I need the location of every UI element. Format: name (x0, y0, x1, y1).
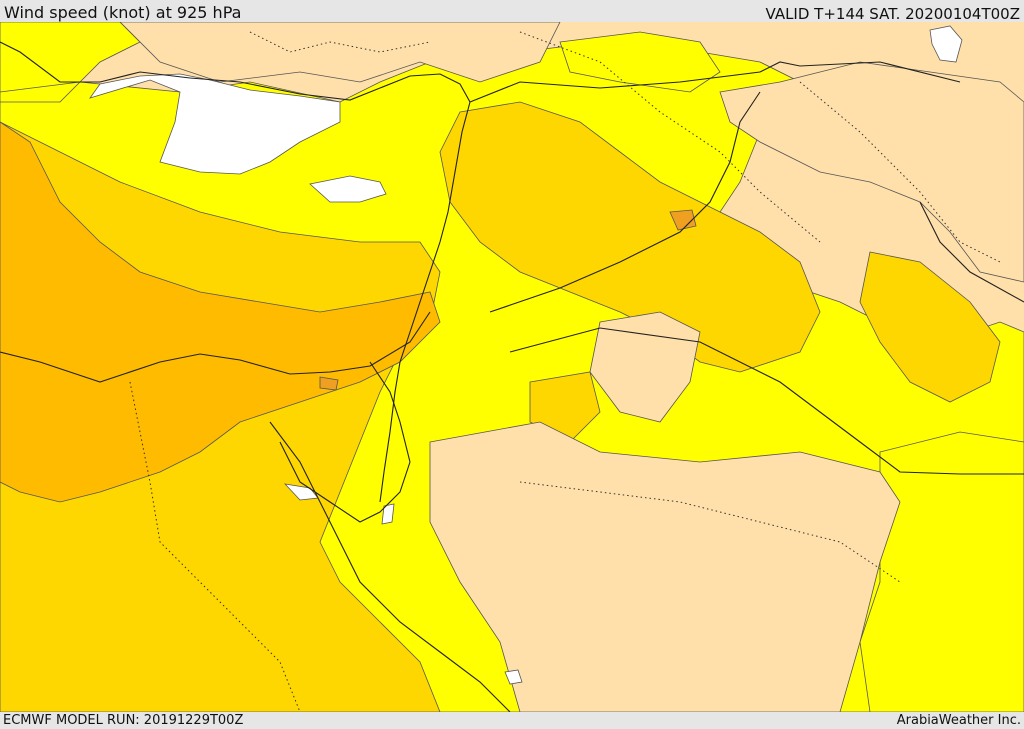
fresh-wind-levant (439, 101, 821, 373)
valid-time: VALID T+144 SAT. 20200104T00Z (765, 5, 1020, 23)
calm-wind-turkey (88, 73, 341, 175)
border-jordan (489, 91, 761, 313)
gale-wind-patch (319, 376, 339, 391)
header-bar: Wind speed (knot) at 925 hPa VALID T+144… (0, 0, 1024, 23)
border-saudi-north (509, 327, 1024, 475)
strong-wind-west (0, 121, 441, 503)
footer-bar: ECMWF MODEL RUN: 20191229T00Z ArabiaWeat… (0, 712, 1024, 729)
fresh-wind-desert (529, 371, 601, 443)
fresh-wind-gulf (859, 251, 1001, 403)
map-canvas (0, 22, 1024, 712)
calm-wind-cyprus (309, 175, 387, 203)
model-run-label: ECMWF MODEL RUN: 20191229T00Z (3, 713, 244, 728)
coastline-sinai (279, 441, 411, 523)
internal-border-egypt (129, 381, 301, 712)
internal-border-arabia (519, 481, 901, 583)
calm-wind-lake (929, 25, 963, 63)
calm-wind-aqaba (381, 503, 395, 525)
moderate-wind-east (859, 431, 1024, 712)
border-gulf (919, 201, 1024, 303)
internal-border-iraq (799, 81, 1001, 263)
internal-border-turkey (249, 31, 431, 53)
border-iraq-syria (469, 61, 961, 103)
moderate-wind-north (559, 31, 721, 93)
coastline-turkey (0, 41, 471, 103)
gale-wind-patch-2 (669, 209, 697, 231)
coastline-egypt (0, 311, 431, 383)
map-title: Wind speed (knot) at 925 hPa (4, 3, 242, 22)
wind-speed-map[interactable] (0, 22, 1024, 712)
coastline-levant (379, 101, 471, 503)
border-sinai-israel (369, 361, 411, 463)
light-wind-pocket-northwest (119, 22, 561, 83)
coastline-red-sea (269, 421, 511, 712)
calm-wind-red-sea (504, 669, 523, 685)
light-wind-pocket-jordan (589, 311, 701, 423)
credit-label: ArabiaWeather Inc. (896, 713, 1021, 728)
light-wind-pocket-arabia (429, 421, 901, 712)
